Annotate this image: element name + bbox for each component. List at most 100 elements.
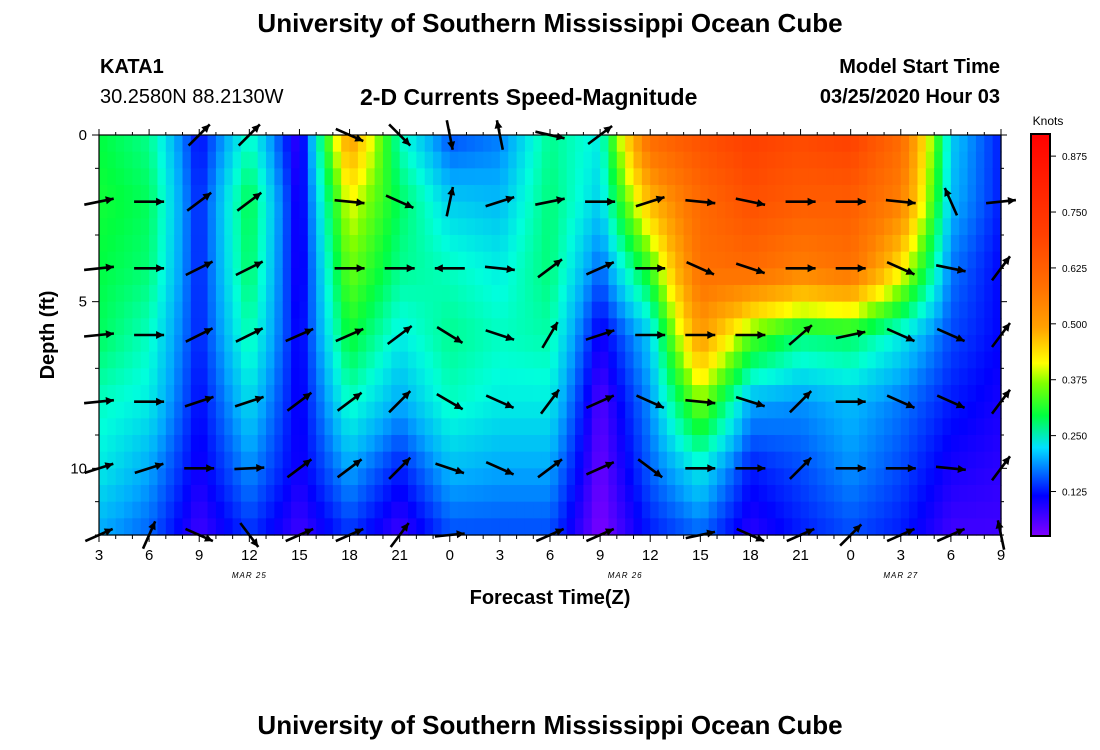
vector-head xyxy=(757,331,766,339)
heatmap-cell xyxy=(132,318,142,336)
heatmap-cell xyxy=(282,285,292,303)
current-vector xyxy=(134,462,164,475)
heatmap-cell xyxy=(224,201,234,219)
heatmap-cell xyxy=(424,435,434,453)
heatmap-cell xyxy=(650,301,660,319)
heatmap-cell xyxy=(115,185,125,203)
heatmap-cell xyxy=(934,485,944,503)
heatmap-cell xyxy=(224,135,234,153)
heatmap-cell xyxy=(742,301,752,319)
heatmap-cell xyxy=(157,151,167,169)
heatmap-cell xyxy=(817,251,827,269)
heatmap-cell xyxy=(157,168,167,186)
heatmap-cell xyxy=(433,468,443,486)
heatmap-cell xyxy=(867,518,877,536)
heatmap-cell xyxy=(424,468,434,486)
heatmap-cell xyxy=(491,518,501,536)
heatmap-cell xyxy=(508,251,518,269)
heatmap-cell xyxy=(783,235,793,253)
heatmap-cell xyxy=(775,385,785,403)
heatmap-cell xyxy=(441,468,451,486)
heatmap-cell xyxy=(892,135,902,153)
heatmap-cell xyxy=(199,451,209,469)
heatmap-cell xyxy=(516,201,526,219)
heatmap-cell xyxy=(99,135,108,153)
heatmap-cell xyxy=(800,201,810,219)
heatmap-cell xyxy=(959,235,969,253)
heatmap-cell xyxy=(850,418,860,436)
heatmap-cell xyxy=(800,285,810,303)
heatmap-cell xyxy=(132,185,142,203)
heatmap-cell xyxy=(240,318,250,336)
heatmap-cell xyxy=(700,518,710,536)
heatmap-cell xyxy=(625,218,635,236)
heatmap-cell xyxy=(124,318,134,336)
colorbar-tick-label: 0.375 xyxy=(1062,376,1087,387)
vector-head xyxy=(203,328,213,336)
heatmap-cell xyxy=(424,335,434,353)
heatmap-cell xyxy=(833,351,843,369)
heatmap-cell xyxy=(742,168,752,186)
heatmap-cell xyxy=(808,335,818,353)
heatmap-cell xyxy=(257,368,267,386)
heatmap-cell xyxy=(341,201,351,219)
heatmap-cell xyxy=(625,368,635,386)
heatmap-cell xyxy=(934,185,944,203)
heatmap-cell xyxy=(700,351,710,369)
x-tick-label: 6 xyxy=(546,547,554,564)
heatmap-cell xyxy=(266,235,275,253)
vector-head xyxy=(755,400,765,408)
heatmap-cell xyxy=(783,318,793,336)
heatmap-cell xyxy=(266,301,275,319)
heatmap-cell xyxy=(149,268,159,286)
heatmap-cell xyxy=(800,435,810,453)
heatmap-cell xyxy=(675,218,685,236)
heatmap-cell xyxy=(382,201,392,219)
heatmap-cell xyxy=(833,518,843,536)
heatmap-cell xyxy=(825,518,835,536)
heatmap-cell xyxy=(666,501,676,519)
heatmap-cell xyxy=(783,185,793,203)
heatmap-cell xyxy=(850,151,860,169)
heatmap-cell xyxy=(424,268,434,286)
heatmap-cell xyxy=(282,135,292,153)
heatmap-cell xyxy=(416,218,426,236)
heatmap-cell xyxy=(641,218,651,236)
heatmap-cell xyxy=(424,201,434,219)
heatmap-cell xyxy=(675,401,685,419)
heatmap-cell xyxy=(107,251,117,269)
heatmap-cell xyxy=(115,501,125,519)
heatmap-cell xyxy=(508,218,518,236)
heatmap-cell xyxy=(149,451,159,469)
heatmap-cell xyxy=(399,151,409,169)
heatmap-cell xyxy=(533,135,543,153)
heatmap-cell xyxy=(232,151,242,169)
heatmap-cell xyxy=(600,318,610,336)
heatmap-cell xyxy=(808,168,818,186)
heatmap-cell xyxy=(967,168,977,186)
heatmap-cell xyxy=(750,301,760,319)
heatmap-cell xyxy=(884,401,894,419)
heatmap-cell xyxy=(491,451,501,469)
heatmap-cell xyxy=(975,368,985,386)
heatmap-cell xyxy=(884,168,894,186)
heatmap-cell xyxy=(307,418,317,436)
heatmap-cell xyxy=(566,151,576,169)
heatmap-cell xyxy=(391,285,401,303)
heatmap-cell xyxy=(516,185,526,203)
heatmap-cell xyxy=(900,285,910,303)
current-vector xyxy=(185,327,214,343)
x-tick-label: 6 xyxy=(947,547,955,564)
heatmap-cell xyxy=(391,501,401,519)
heatmap-cell xyxy=(792,318,802,336)
heatmap-cell xyxy=(950,418,960,436)
heatmap-cell xyxy=(182,135,192,153)
heatmap-cell xyxy=(767,368,777,386)
heatmap-cell xyxy=(566,168,576,186)
heatmap-cell xyxy=(691,418,701,436)
heatmap-cell xyxy=(366,135,376,153)
heatmap-cell xyxy=(199,135,209,153)
heatmap-cell xyxy=(416,268,426,286)
current-vector xyxy=(335,327,364,343)
heatmap-cell xyxy=(725,185,735,203)
